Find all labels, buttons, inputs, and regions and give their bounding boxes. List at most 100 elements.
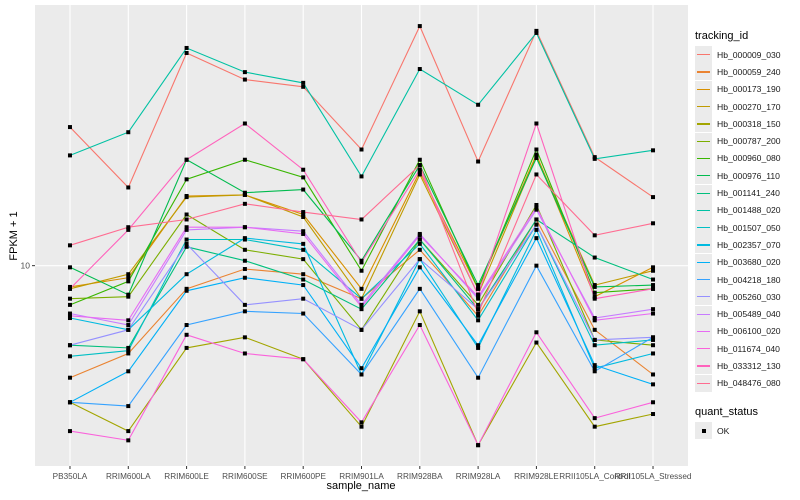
data-point — [67, 286, 72, 291]
legend-label: Hb_006100_020 — [717, 326, 781, 337]
data-point — [126, 318, 131, 323]
data-point — [359, 217, 364, 222]
data-point — [126, 292, 131, 297]
data-point — [534, 263, 539, 268]
data-point — [184, 195, 189, 200]
data-point — [651, 372, 656, 377]
x-tick-label: RRIM928LE — [514, 472, 559, 481]
data-point — [651, 351, 656, 356]
data-point — [301, 214, 306, 219]
data-point — [126, 225, 131, 230]
data-point — [126, 345, 131, 350]
data-point — [534, 217, 539, 222]
data-point — [242, 258, 247, 263]
data-point — [301, 167, 306, 172]
line-key-icon — [695, 46, 712, 64]
data-point — [592, 255, 597, 260]
legend-item: Hb_000009_030 — [695, 46, 799, 64]
data-point — [301, 212, 306, 217]
data-point — [126, 279, 131, 284]
line-key-icon — [695, 236, 712, 254]
data-point — [242, 351, 247, 356]
legend-label: Hb_002357_070 — [717, 239, 781, 250]
data-point — [651, 412, 656, 417]
legend2-title: quant_status — [695, 406, 758, 418]
data-point — [301, 311, 306, 316]
line-key-icon — [695, 271, 712, 288]
data-point — [184, 288, 189, 293]
data-point — [242, 157, 247, 162]
data-point — [126, 323, 131, 328]
line-key-icon — [695, 253, 712, 271]
data-point — [301, 272, 306, 277]
y-axis-title: FPKM + 1 — [8, 211, 20, 260]
legend-item: Hb_000787_200 — [695, 132, 799, 150]
data-point — [534, 205, 539, 210]
x-tick-label: RRIM901LA — [339, 472, 384, 481]
legend-item: Hb_000318_150 — [695, 115, 799, 133]
data-point — [242, 302, 247, 307]
line-key-icon — [695, 219, 712, 237]
data-point — [592, 316, 597, 321]
line-key-icon — [695, 132, 712, 150]
line-key-icon — [695, 357, 712, 375]
data-point — [592, 416, 597, 421]
line-key-icon — [695, 63, 712, 81]
data-point — [534, 172, 539, 177]
legend-label: Hb_000318_150 — [717, 118, 781, 129]
legend-label: Hb_004218_180 — [717, 274, 781, 285]
data-point — [184, 272, 189, 277]
line-key-icon — [695, 201, 712, 219]
data-point — [417, 163, 422, 168]
data-point — [301, 277, 306, 282]
data-point — [534, 207, 539, 212]
x-tick-label: RRIM928LA — [456, 472, 501, 481]
data-point — [67, 311, 72, 316]
data-point — [651, 268, 656, 273]
data-point — [476, 313, 481, 318]
legend-label: Hb_000787_200 — [717, 136, 781, 147]
data-point — [592, 318, 597, 323]
data-point — [417, 241, 422, 246]
x-tick-label: RRII105LA_Control — [559, 472, 630, 481]
data-point — [651, 337, 656, 342]
data-point — [67, 265, 72, 270]
data-point — [126, 275, 131, 280]
data-point — [301, 229, 306, 234]
data-point — [651, 335, 656, 340]
data-point — [184, 332, 189, 337]
legend-label: Hb_000270_170 — [717, 101, 781, 112]
data-point — [126, 272, 131, 277]
data-point — [534, 340, 539, 345]
data-point — [651, 277, 656, 282]
legend-label: Hb_005260_030 — [717, 291, 781, 302]
legend-item: Hb_000059_240 — [695, 63, 799, 81]
data-point — [359, 260, 364, 265]
data-point — [301, 210, 306, 215]
data-point — [67, 243, 72, 248]
legend-label: Hb_000960_080 — [717, 153, 781, 164]
y-tick-label: 10 — [21, 261, 31, 271]
line-key-icon — [695, 80, 712, 98]
data-point — [67, 296, 72, 301]
series-points — [67, 24, 656, 448]
legend-label: Hb_003680_020 — [717, 257, 781, 268]
data-point — [301, 283, 306, 288]
data-point — [359, 174, 364, 179]
data-point — [476, 102, 481, 107]
data-point — [651, 148, 656, 153]
data-point — [242, 77, 247, 82]
data-point — [592, 294, 597, 299]
x-tick-label: PB350LA — [53, 472, 88, 481]
data-point — [301, 241, 306, 246]
data-point — [417, 247, 422, 252]
x-tick-label: RRIM600PE — [280, 472, 326, 481]
data-point — [592, 296, 597, 301]
data-point — [592, 363, 597, 368]
line-key-icon — [695, 184, 712, 202]
data-point — [417, 67, 422, 72]
data-point — [242, 121, 247, 126]
data-point — [476, 302, 481, 307]
data-point — [67, 375, 72, 380]
data-point — [126, 351, 131, 356]
